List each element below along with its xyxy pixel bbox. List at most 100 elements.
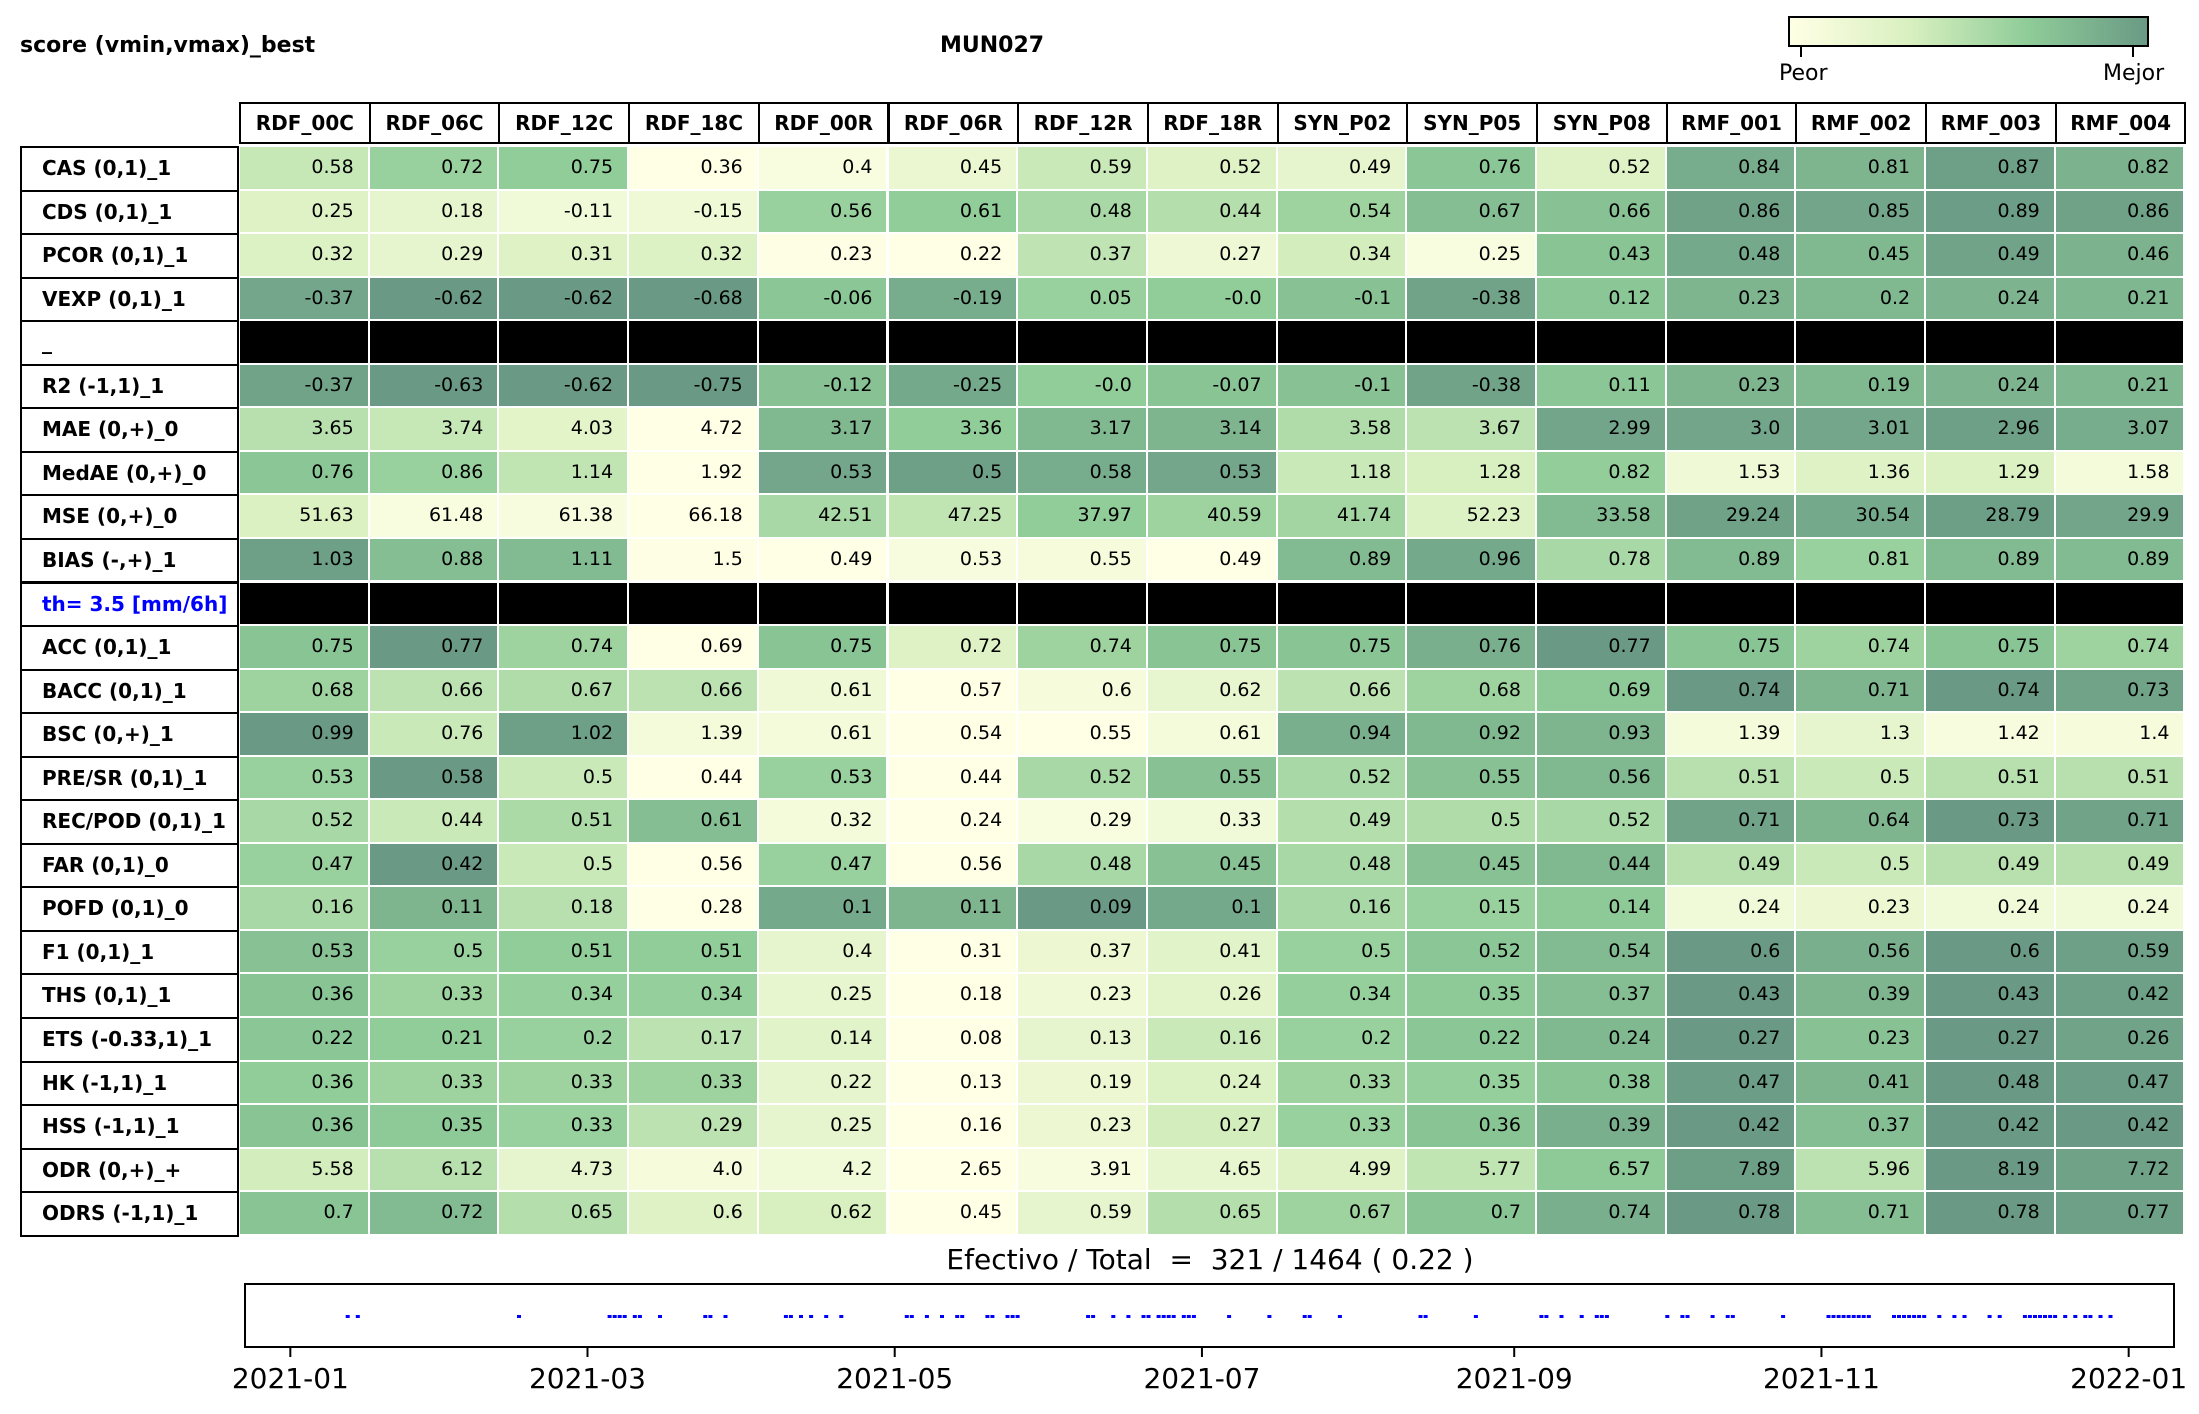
- heatmap-cell: 0.24: [888, 800, 1017, 842]
- heatmap-cell: 2.65: [888, 1148, 1017, 1191]
- heatmap-cell: 0.21: [369, 1018, 498, 1060]
- column-header: RMF_004: [2054, 102, 2187, 144]
- heatmap-cell: 0.26: [2055, 1018, 2184, 1060]
- heatmap-cell: 0.75: [240, 626, 368, 668]
- effective-mark: [1907, 1315, 1912, 1318]
- heatmap-cell: 0.94: [1277, 713, 1406, 755]
- heatmap-cell: 0.23: [1796, 1018, 1925, 1060]
- heatmap-cell: 0.71: [1796, 669, 1925, 712]
- heatmap-cell: 0.39: [1537, 1105, 1665, 1147]
- heatmap-cell: 0.53: [240, 756, 368, 799]
- heatmap-cell: 0.53: [758, 756, 887, 799]
- heatmap-cell: 2.96: [1926, 408, 2054, 450]
- heatmap-cell: 0.66: [1277, 669, 1406, 712]
- effective-mark: [1962, 1315, 1967, 1318]
- heatmap-cell: 3.14: [1147, 408, 1276, 450]
- effective-mark: [1473, 1315, 1478, 1318]
- effective-mark: [2038, 1315, 2042, 1318]
- heatmap-cell: 4.65: [1147, 1148, 1276, 1191]
- heatmap-cell: 0.76: [1407, 626, 1535, 668]
- separator-cell: [1666, 582, 1795, 625]
- heatmap-cell: 1.11: [499, 538, 628, 581]
- heatmap-cell: 40.59: [1147, 495, 1276, 537]
- heatmap-cell: 0.24: [1926, 364, 2054, 407]
- heatmap-cell: 0.74: [499, 626, 628, 668]
- heatmap-cell: 0.44: [369, 800, 498, 842]
- heatmap-cell: 0.49: [2055, 843, 2184, 886]
- heatmap-cell: 6.12: [369, 1148, 498, 1191]
- heatmap-cell: 0.41: [1147, 930, 1276, 973]
- heatmap-cell: 0.93: [1537, 713, 1665, 755]
- heatmap-cell: 0.61: [758, 669, 887, 712]
- separator-cell: [1407, 321, 1535, 363]
- heatmap-cell: -0.68: [629, 277, 757, 320]
- heatmap-cell: 0.54: [888, 713, 1017, 755]
- separator-cell: [2055, 582, 2184, 625]
- heatmap-cell: -0.1: [1277, 277, 1406, 320]
- heatmap-cell: 0.78: [1926, 1192, 2054, 1234]
- heatmap-cell: 0.76: [369, 713, 498, 755]
- heatmap-cell: 0.36: [240, 1061, 368, 1104]
- heatmap-cell: 0.74: [1796, 626, 1925, 668]
- heatmap-cell: 0.67: [499, 669, 628, 712]
- heatmap-cell: 0.56: [629, 843, 757, 886]
- heatmap-cell: 0.56: [758, 190, 887, 233]
- heatmap-cell: 0.24: [1926, 277, 2054, 320]
- column-header: RDF_00R: [757, 102, 890, 144]
- separator-cell: [629, 582, 757, 625]
- heatmap-cell: 0.5: [1277, 930, 1406, 973]
- heatmap-cell: 0.77: [2055, 1192, 2184, 1234]
- heatmap-cell: 0.89: [1277, 538, 1406, 581]
- effective-mark: [2063, 1315, 2068, 1318]
- heatmap-table: RDF_00C RDF_06C RDF_12C RDF_18C RDF_00R RDF_0…: [20, 102, 2187, 1237]
- heatmap-cell: -0.11: [499, 190, 628, 233]
- separator-cell: [499, 582, 628, 625]
- heatmap-cell: 0.75: [758, 626, 887, 668]
- heatmap-cell: 0.5: [499, 843, 628, 886]
- effective-mark: [1856, 1315, 1861, 1318]
- heatmap-cell: 0.49: [758, 538, 887, 581]
- heatmap-cell: -0.63: [369, 364, 498, 407]
- effective-mark: [990, 1315, 995, 1318]
- heatmap-cell: 0.48: [1018, 190, 1146, 233]
- effective-mark: [1952, 1315, 1957, 1318]
- heatmap-cell: 0.82: [2055, 147, 2184, 189]
- heatmap-cell: 0.19: [1018, 1061, 1146, 1104]
- heatmap-cell: 0.67: [1277, 1192, 1406, 1234]
- separator-cell: [1407, 582, 1535, 625]
- row-header: PCOR (0,1)_1: [20, 233, 239, 279]
- effective-mark: [960, 1315, 965, 1318]
- effective-mark: [517, 1315, 521, 1318]
- heatmap-cell: 0.81: [1796, 538, 1925, 581]
- heatmap-cell: 0.37: [1018, 930, 1146, 973]
- separator-cell: [1147, 582, 1276, 625]
- heatmap-cell: 4.99: [1277, 1148, 1406, 1191]
- effective-mark: [1725, 1315, 1730, 1318]
- heatmap-cell: 0.34: [1277, 234, 1406, 276]
- heatmap-cell: 0.56: [888, 843, 1017, 886]
- heatmap-cell: 0.89: [2055, 538, 2184, 581]
- row-header: F1 (0,1)_1: [20, 929, 239, 976]
- heatmap-cell: 41.74: [1277, 495, 1406, 537]
- heatmap-cell: 0.26: [1147, 974, 1276, 1016]
- heatmap-cell: 0.86: [369, 451, 498, 494]
- effective-mark: [2033, 1315, 2037, 1318]
- heatmap-cell: 0.51: [499, 800, 628, 842]
- effective-mark: [632, 1315, 637, 1318]
- heatmap-cell: 8.19: [1926, 1148, 2054, 1191]
- separator-cell: [240, 582, 368, 625]
- heatmap-cell: 0.36: [240, 974, 368, 1016]
- separator-cell: [1018, 582, 1146, 625]
- heatmap-cell: 0.23: [758, 234, 887, 276]
- heatmap-cell: 3.0: [1666, 408, 1795, 450]
- heatmap-cell: 0.65: [499, 1192, 628, 1234]
- row-header: FAR (0,1)_0: [20, 842, 239, 889]
- heatmap-cell: 0.22: [758, 1061, 887, 1104]
- heatmap-cell: 0.6: [1018, 669, 1146, 712]
- effective-mark: [824, 1315, 829, 1318]
- effective-mark: [2027, 1315, 2032, 1318]
- heatmap-cell: 0.61: [758, 713, 887, 755]
- heatmap-cell: 0.52: [1147, 147, 1276, 189]
- heatmap-cell: 0.43: [1926, 974, 2054, 1016]
- heatmap-cell: 0.48: [1018, 843, 1146, 886]
